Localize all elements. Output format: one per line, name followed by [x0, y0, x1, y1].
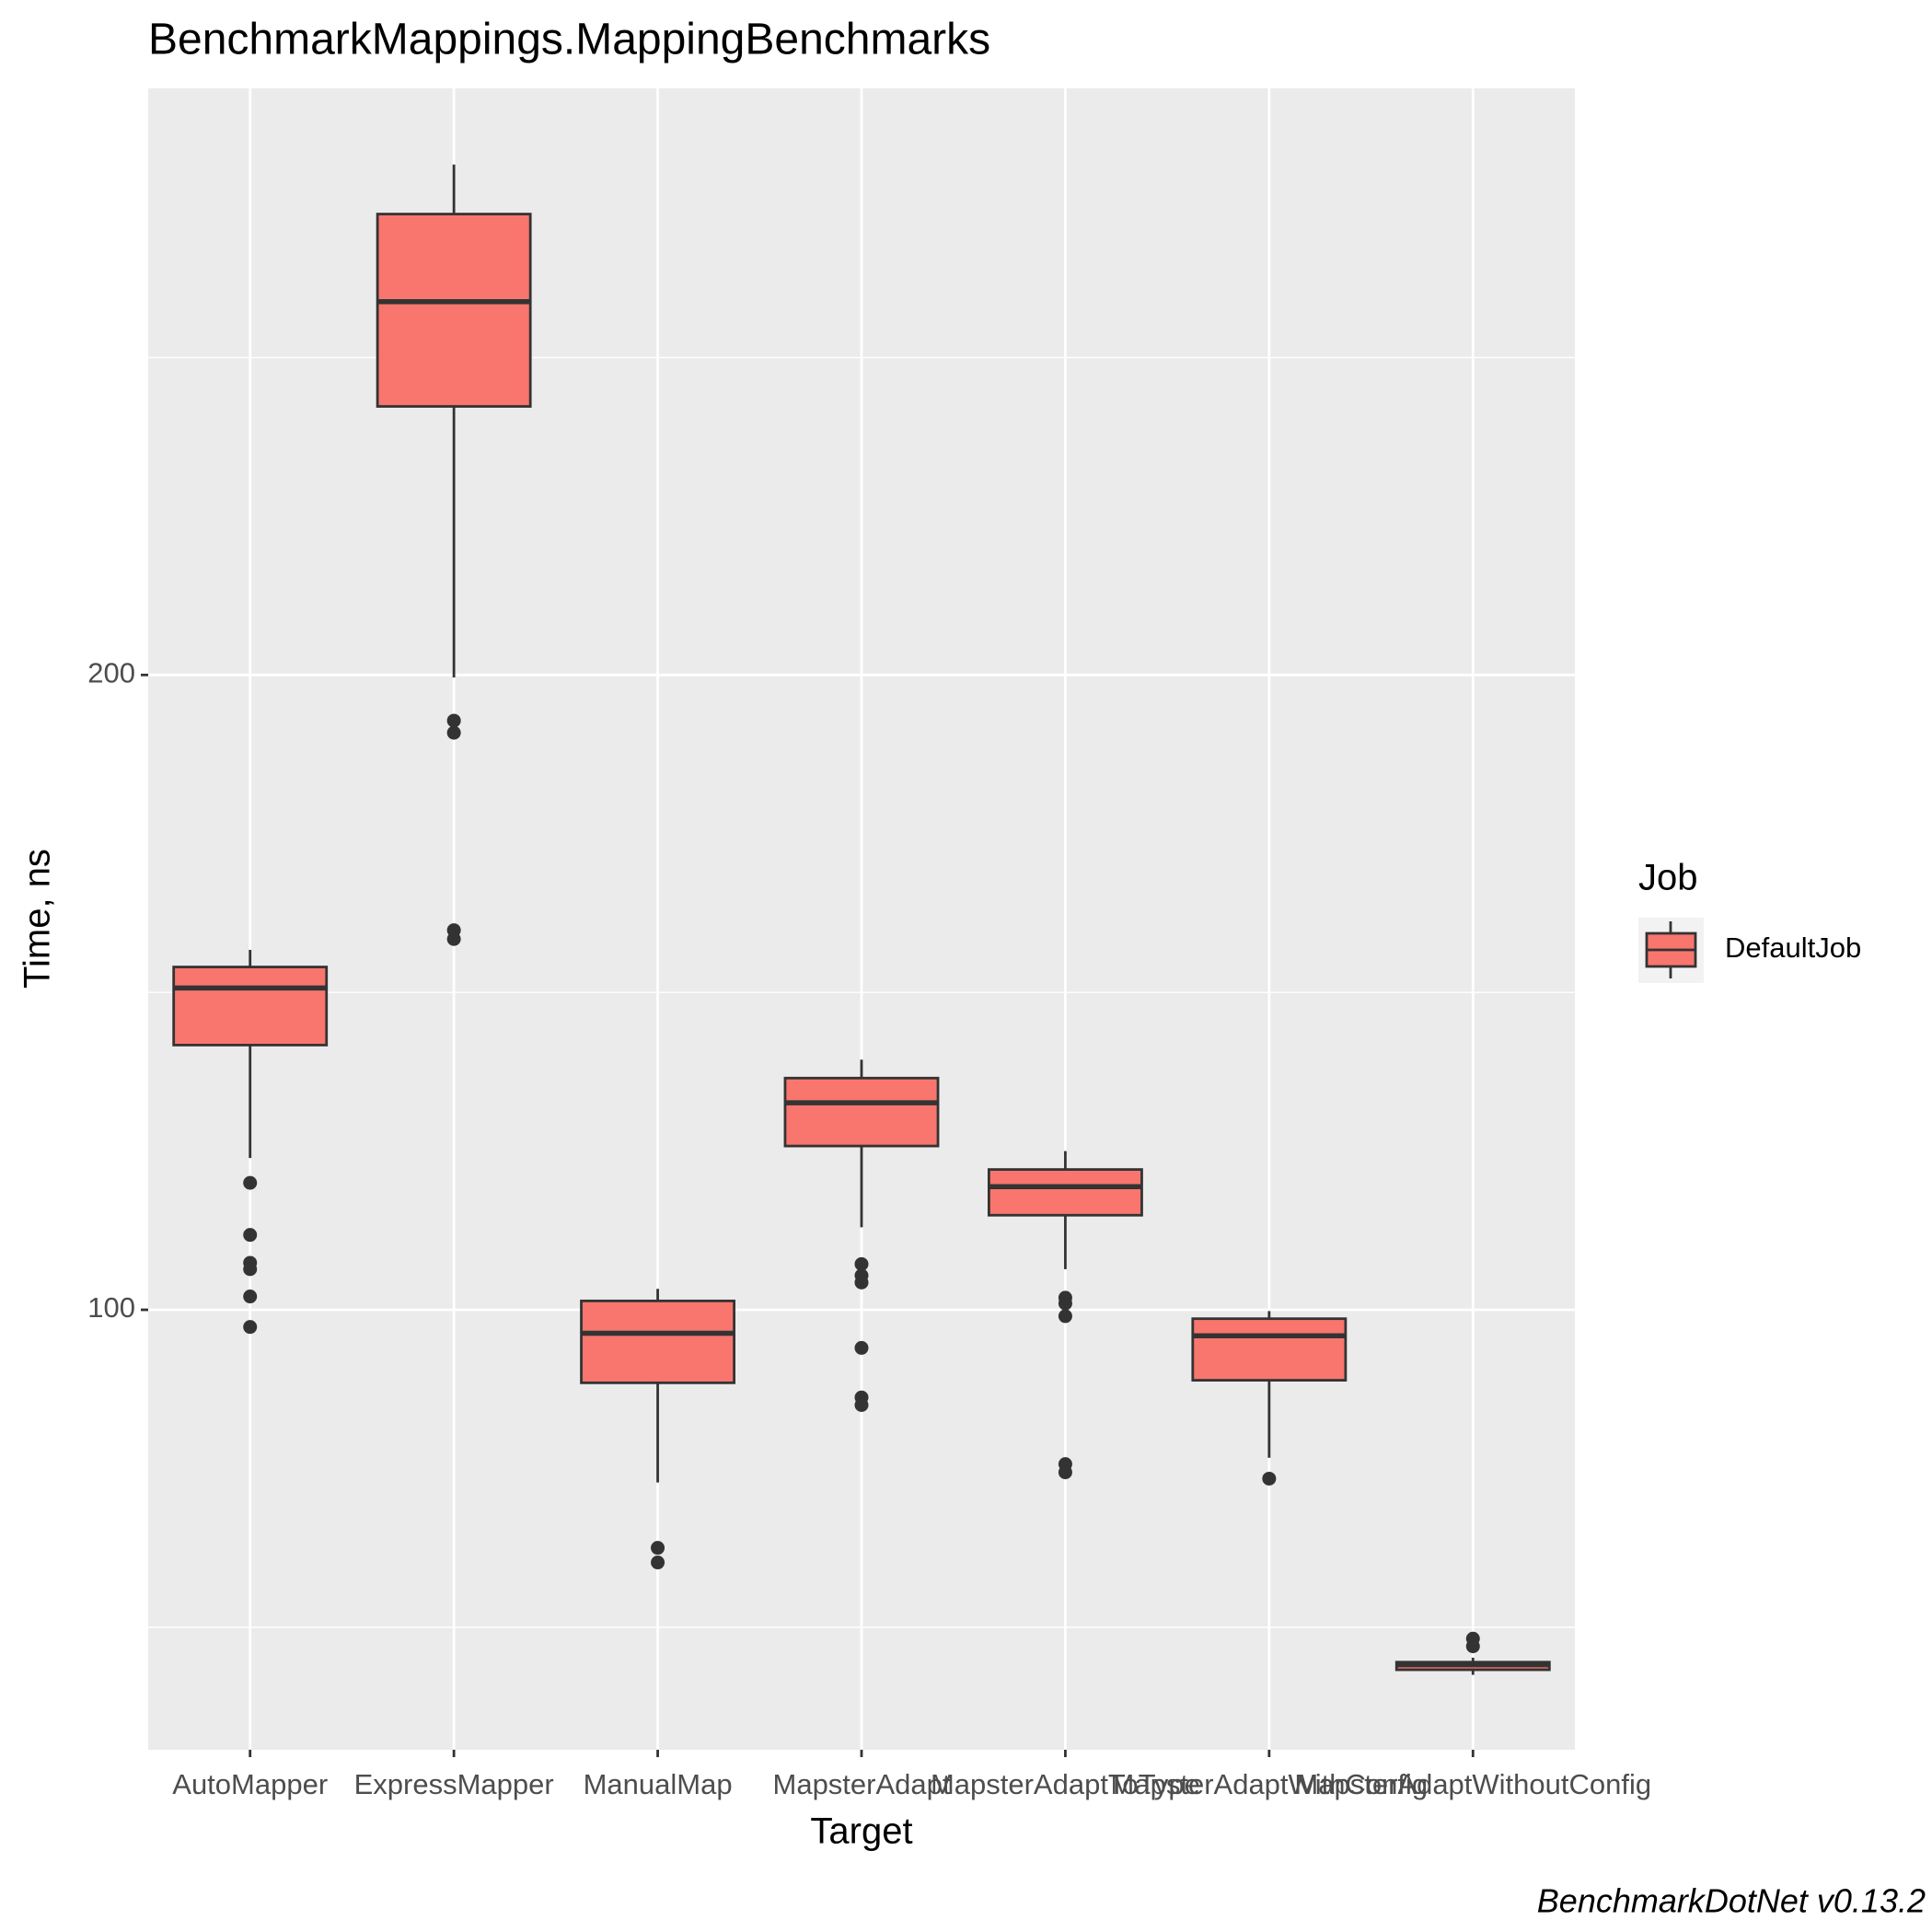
- x-tick-label: MapsterAdapt: [773, 1768, 951, 1800]
- outlier: [446, 931, 461, 946]
- box: [783, 1076, 940, 1148]
- x-tick-label: MapsterAdaptWithConfig: [1111, 1768, 1429, 1800]
- y-tick-label: 200: [87, 656, 135, 688]
- outlier: [1262, 1471, 1277, 1486]
- y-axis-title: Time, ns: [17, 849, 58, 989]
- outlier: [243, 1262, 258, 1277]
- x-tick-label: AutoMapper: [172, 1768, 328, 1800]
- outlier: [854, 1256, 869, 1271]
- box: [987, 1168, 1143, 1217]
- caption: BenchmarkDotNet v0.13.2: [1537, 1882, 1926, 1920]
- outlier: [243, 1290, 258, 1304]
- outlier: [854, 1397, 869, 1412]
- x-tick-label: MapsterAdaptWithoutConfig: [1294, 1768, 1651, 1800]
- x-tick-label: MapsterAdaptToType: [931, 1768, 1200, 1800]
- outlier: [1058, 1296, 1072, 1311]
- chart-title: BenchmarkMappings.MappingBenchmarks: [148, 16, 990, 64]
- outlier: [854, 1340, 869, 1355]
- outlier: [446, 713, 461, 728]
- y-tick-label: 100: [87, 1291, 135, 1324]
- box: [580, 1299, 736, 1384]
- outlier: [1465, 1639, 1480, 1654]
- outlier: [243, 1175, 258, 1190]
- box: [376, 213, 532, 408]
- legend-label: DefaultJob: [1725, 931, 1861, 964]
- legend: DefaultJob: [1645, 921, 1861, 978]
- outlier: [243, 1320, 258, 1335]
- outlier: [651, 1541, 665, 1556]
- marks: [172, 164, 1551, 1675]
- outlier: [1058, 1465, 1072, 1480]
- outlier: [854, 1275, 869, 1290]
- box: [172, 966, 329, 1047]
- box: [1191, 1317, 1348, 1382]
- legend-title: Job: [1638, 858, 1698, 898]
- outlier: [446, 725, 461, 740]
- outlier: [1058, 1309, 1072, 1324]
- outlier: [243, 1228, 258, 1243]
- outlier: [651, 1556, 665, 1570]
- x-tick-label: ExpressMapper: [354, 1768, 554, 1800]
- x-tick-label: ManualMap: [584, 1768, 733, 1800]
- x-axis-title: Target: [810, 1811, 912, 1852]
